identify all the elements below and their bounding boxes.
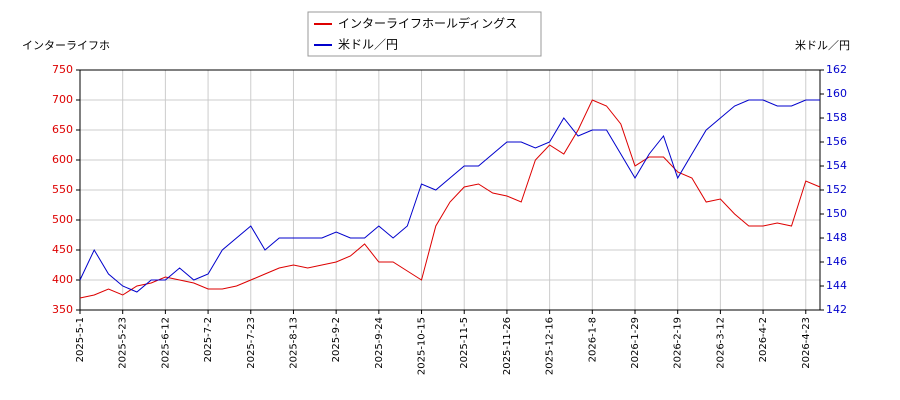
- y2-tick-label: 152: [826, 183, 847, 196]
- x-tick-label: 2026-4-23: [801, 317, 812, 369]
- y-tick-label: 500: [52, 213, 73, 226]
- y-tick-label: 700: [52, 93, 73, 106]
- x-tick-label: 2025-11-26: [502, 317, 513, 375]
- x-tick-label: 2025-5-1: [75, 317, 86, 362]
- legend-label: インターライフホールディングス: [338, 16, 517, 31]
- y2-tick-label: 162: [826, 63, 847, 76]
- x-tick-label: 2025-8-13: [288, 317, 299, 369]
- y-axis-title: インターライフホ: [22, 39, 110, 52]
- x-tick-label: 2026-3-12: [715, 317, 726, 369]
- x-tick-label: 2025-9-24: [374, 317, 385, 369]
- y-tick-label: 350: [52, 303, 73, 316]
- y-tick-label: 750: [52, 63, 73, 76]
- x-tick-label: 2025-5-23: [118, 317, 129, 369]
- y2-tick-label: 142: [826, 303, 847, 316]
- x-tick-label: 2025-12-16: [545, 317, 556, 375]
- y-tick-label: 450: [52, 243, 73, 256]
- y-tick-label: 400: [52, 273, 73, 286]
- y2-tick-label: 144: [826, 279, 847, 292]
- x-tick-label: 2025-7-23: [246, 317, 257, 369]
- x-tick-label: 2025-10-15: [417, 317, 428, 375]
- x-tick-label: 2025-9-2: [331, 317, 342, 362]
- x-tick-label: 2026-1-29: [630, 317, 641, 369]
- x-tick-label: 2025-7-2: [203, 317, 214, 362]
- y2-tick-label: 156: [826, 135, 847, 148]
- legend-label: 米ドル／円: [338, 38, 398, 52]
- y-tick-label: 600: [52, 153, 73, 166]
- y-tick-label: 650: [52, 123, 73, 136]
- y2-tick-label: 146: [826, 255, 847, 268]
- x-tick-label: 2025-11-5: [459, 317, 470, 369]
- series-line: [79, 99, 821, 299]
- x-tick-label: 2026-4-2: [758, 317, 769, 362]
- series-line: [79, 99, 820, 293]
- plot-frame: [79, 69, 821, 311]
- y2-tick-label: 148: [826, 231, 847, 244]
- y2-tick-label: 154: [826, 159, 847, 172]
- y2-axis-title: 米ドル／円: [795, 39, 850, 52]
- y2-tick-label: 150: [826, 207, 847, 220]
- x-tick-label: 2026-1-8: [587, 317, 598, 362]
- y2-tick-label: 160: [826, 87, 847, 100]
- x-tick-label: 2026-2-19: [673, 317, 684, 369]
- legend-box: [307, 11, 542, 57]
- y2-tick-label: 158: [826, 111, 847, 124]
- x-tick-label: 2025-6-12: [160, 317, 171, 369]
- y-tick-label: 550: [52, 183, 73, 196]
